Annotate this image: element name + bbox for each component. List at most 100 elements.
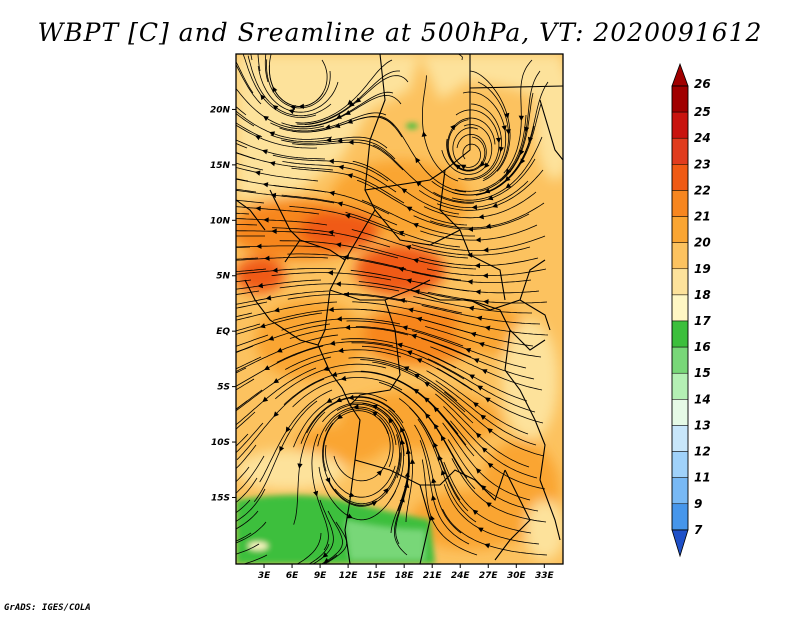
colorbar-swatch — [671, 399, 689, 426]
streamline-arrow — [254, 135, 261, 141]
streamline-arrow — [338, 164, 344, 170]
streamline-arrow — [469, 374, 475, 380]
colorbar-label: 18 — [694, 288, 711, 302]
streamline — [308, 543, 330, 564]
colorbar-label: 13 — [694, 418, 711, 432]
streamline — [594, 115, 597, 117]
streamline-arrow — [477, 527, 484, 533]
streamline-arrow — [269, 131, 276, 137]
streamline — [236, 188, 257, 193]
lat-tick-label: 15N — [210, 161, 231, 171]
streamline-arrow — [328, 306, 334, 313]
streamline-arrow — [498, 146, 504, 153]
streamline-arrow — [416, 358, 423, 364]
streamline — [236, 122, 263, 138]
streamline-arrow — [480, 414, 487, 420]
streamline — [236, 400, 248, 410]
streamline-arrow — [475, 289, 481, 295]
streamline-arrow — [269, 161, 276, 167]
lat-tick-label: 10S — [211, 438, 230, 448]
colorbar-label: 11 — [694, 471, 711, 485]
latitude-axis: 20N 15N 10N 5N EQ 5S 10S 15S — [210, 105, 236, 503]
streamline-arrow — [479, 161, 486, 167]
streamline-arrow — [335, 242, 342, 248]
streamline — [595, 181, 598, 182]
streamline — [601, 126, 604, 127]
colorbar-label: 23 — [694, 157, 711, 171]
streamline — [236, 268, 337, 275]
streamline — [236, 223, 258, 226]
streamline-arrow — [262, 182, 269, 188]
streamline-arrow — [324, 124, 331, 130]
streamline — [236, 334, 269, 347]
streamline — [236, 139, 326, 160]
streamline — [236, 279, 252, 283]
streamline — [236, 218, 328, 226]
streamline-arrow — [268, 335, 275, 341]
streamline — [236, 60, 254, 94]
streamline-arrow — [273, 411, 279, 418]
streamline-arrow — [481, 447, 488, 453]
streamline — [609, 137, 612, 138]
lon-tick-label: 33E — [535, 571, 555, 581]
streamline-arrow — [504, 112, 510, 119]
colorbar-label: 25 — [694, 105, 711, 119]
streamline-arrow — [255, 205, 261, 212]
streamline — [599, 60, 602, 61]
streamline-arrow — [412, 222, 419, 228]
streamline-arrow — [483, 299, 489, 305]
streamline-arrow — [337, 347, 344, 354]
streamline-arrow — [482, 273, 488, 279]
streamline — [236, 87, 325, 130]
colorbar-label: 9 — [694, 497, 702, 511]
streamline-arrow — [337, 413, 343, 420]
streamline-arrow — [397, 342, 403, 348]
streamline-arrow — [433, 423, 439, 430]
streamline — [236, 301, 338, 321]
streamline — [236, 312, 253, 318]
streamline — [236, 301, 268, 309]
streamline — [236, 510, 259, 530]
streamline — [236, 356, 332, 412]
streamline-arrow — [259, 323, 266, 329]
streamline-arrow — [329, 190, 335, 197]
streamline-arrow — [475, 432, 482, 439]
streamline-arrow — [260, 94, 266, 101]
colorbar-label: 7 — [694, 523, 703, 537]
colorbar-label: 26 — [694, 77, 711, 91]
streamline — [236, 521, 267, 544]
colorbar-max-arrow — [671, 62, 689, 87]
lat-tick-label: 10N — [210, 216, 231, 226]
colorbar-swatch — [671, 164, 689, 191]
colorbar-swatch — [671, 451, 689, 478]
streamline — [236, 290, 260, 295]
streamline-arrow — [264, 365, 270, 371]
lon-tick-label: 30E — [507, 571, 527, 581]
streamline-arrow — [399, 496, 405, 503]
streamline — [236, 290, 330, 305]
streamline — [602, 159, 605, 160]
colorbar-swatch — [671, 268, 689, 296]
streamline-arrow — [335, 281, 341, 287]
streamline-arrow — [407, 307, 414, 313]
streamline-arrow — [409, 458, 416, 465]
streamline-arrow — [337, 201, 343, 207]
streamline — [236, 367, 317, 426]
streamline-arrow — [288, 108, 295, 115]
colorbar-label: 14 — [694, 392, 711, 406]
lon-tick-label: 9E — [314, 571, 327, 581]
streamline — [322, 554, 338, 564]
streamline — [457, 54, 463, 61]
streamline — [236, 345, 254, 354]
streamline-arrow — [429, 514, 435, 521]
streamline-arrow — [353, 404, 359, 410]
streamline — [236, 245, 321, 248]
streamline — [323, 521, 348, 564]
streamline-arrow — [477, 385, 483, 391]
streamline-arrow — [505, 183, 512, 189]
streamline-arrow — [371, 411, 378, 417]
streamline-arrow — [398, 230, 405, 236]
lon-tick-label: 3E — [258, 571, 271, 581]
lon-tick-label: 18E — [395, 571, 415, 581]
